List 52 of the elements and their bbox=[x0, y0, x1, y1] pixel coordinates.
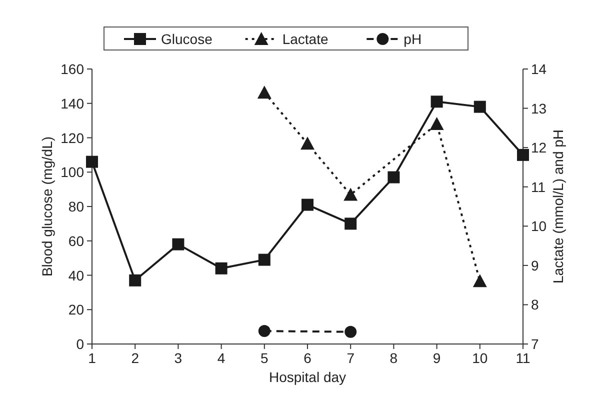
y-tick-label: 40 bbox=[68, 267, 84, 284]
x-tick-label: 5 bbox=[260, 350, 268, 366]
y2-axis-title: Lactate (mmol/L) and pH bbox=[550, 129, 566, 284]
point bbox=[430, 96, 443, 108]
x-tick-label: 10 bbox=[472, 350, 488, 366]
y-tick-label: 20 bbox=[68, 302, 84, 318]
point bbox=[302, 198, 314, 211]
point bbox=[258, 254, 270, 266]
x-tick-label: 9 bbox=[432, 350, 441, 366]
y2-tick-label: 12 bbox=[531, 140, 547, 156]
y-tick-label: 60 bbox=[68, 232, 84, 249]
y-axis-title: Blood glucose (mg/dL) bbox=[39, 136, 55, 277]
point bbox=[129, 274, 142, 286]
y2-tick-label: 10 bbox=[531, 218, 547, 234]
point bbox=[430, 117, 444, 130]
point bbox=[215, 262, 228, 274]
x-axis-title: Hospital day bbox=[268, 369, 346, 385]
legend-label: pH bbox=[404, 31, 422, 47]
point bbox=[344, 218, 357, 230]
point bbox=[344, 188, 358, 201]
point bbox=[258, 325, 270, 338]
legend-label: Glucose bbox=[161, 31, 213, 47]
y2-tick-label: 13 bbox=[531, 100, 547, 116]
point bbox=[172, 238, 184, 250]
point bbox=[344, 326, 357, 338]
point bbox=[257, 86, 272, 99]
y2-tick-label: 14 bbox=[531, 61, 547, 77]
point bbox=[517, 148, 529, 161]
point bbox=[472, 274, 487, 288]
x-tick-label: 7 bbox=[346, 350, 355, 366]
point bbox=[388, 171, 400, 184]
point bbox=[86, 156, 98, 168]
x-tick-label: 11 bbox=[516, 350, 530, 366]
y2-tick-label: 8 bbox=[531, 296, 539, 313]
y-tick-label: 100 bbox=[60, 164, 84, 180]
x-tick-label: 2 bbox=[131, 350, 140, 366]
x-tick-label: 8 bbox=[390, 350, 398, 366]
y2-tick-label: 9 bbox=[531, 257, 539, 274]
x-tick-label: 1 bbox=[88, 350, 96, 366]
x-tick-label: 6 bbox=[304, 350, 312, 366]
legend-label: Lactate bbox=[282, 31, 328, 47]
y2-tick-label: 7 bbox=[531, 336, 539, 352]
point bbox=[300, 136, 314, 150]
y-tick-label: 120 bbox=[60, 130, 84, 146]
x-tick-label: 3 bbox=[174, 350, 182, 366]
y2-tick-label: 11 bbox=[531, 178, 546, 195]
y-tick-label: 0 bbox=[76, 336, 84, 352]
point bbox=[474, 100, 486, 113]
y-tick-label: 80 bbox=[68, 198, 84, 214]
y-tick-label: 140 bbox=[60, 95, 84, 112]
y-tick-label: 160 bbox=[60, 61, 84, 77]
x-tick-label: 4 bbox=[217, 350, 226, 366]
